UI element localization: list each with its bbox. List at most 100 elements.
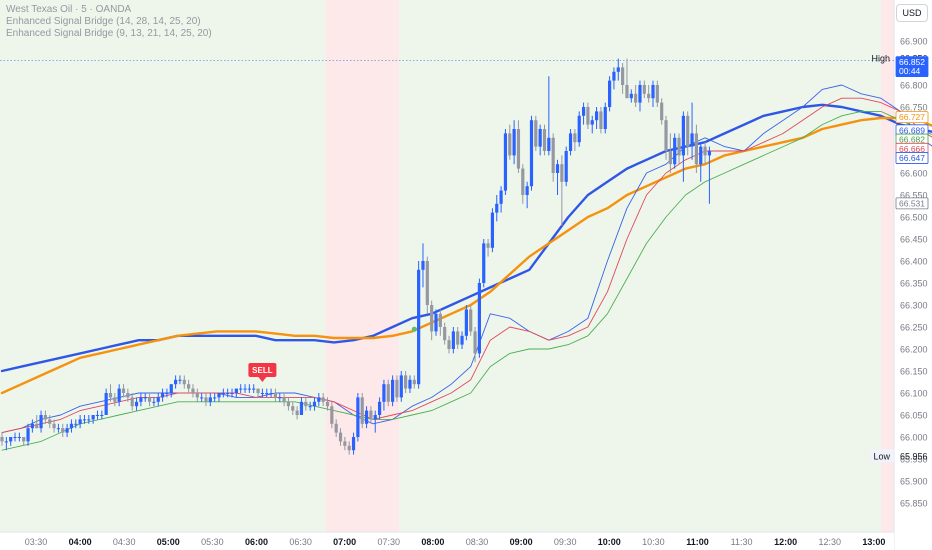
candle-body	[226, 393, 230, 394]
candle-body	[577, 115, 581, 143]
candle-body	[100, 415, 104, 416]
candle	[521, 164, 525, 204]
background-zone-1	[325, 0, 400, 532]
candle	[4, 437, 8, 451]
y-tick-label: 66.550	[900, 191, 928, 201]
candle	[252, 384, 256, 393]
candle	[638, 80, 642, 112]
candle	[239, 384, 243, 393]
candle	[647, 85, 651, 103]
candle-body	[291, 406, 295, 411]
candle-body	[686, 115, 690, 147]
candle-body	[534, 120, 538, 147]
y-tick-label: 66.450	[900, 235, 928, 245]
y-tick-label: 66.600	[900, 169, 928, 179]
x-tick-label: 06:00	[245, 537, 268, 547]
candle	[56, 423, 61, 433]
candle	[430, 300, 434, 341]
candle-body	[629, 93, 633, 99]
candle-body	[82, 419, 87, 421]
candle-body	[295, 410, 299, 415]
candle	[325, 397, 330, 411]
candle-body	[551, 137, 555, 173]
x-tick-label: 09:30	[554, 537, 577, 547]
candle	[651, 80, 655, 107]
sell-signal-label: SELL	[252, 366, 273, 375]
candle-body	[187, 384, 191, 389]
candle	[265, 388, 269, 398]
candle	[160, 388, 165, 402]
y-tick-label: 66.150	[900, 367, 928, 377]
signal-dot	[411, 326, 417, 332]
y-tick-label: 66.750	[900, 103, 928, 113]
candle-body	[286, 401, 291, 407]
indicator-legend-1[interactable]: Enhanced Signal Bridge (14, 28, 14, 25, …	[6, 16, 201, 27]
candle-body	[573, 133, 577, 143]
candle	[664, 115, 668, 160]
candle-body	[121, 388, 126, 393]
candle	[22, 437, 26, 446]
y-tick-label: 65.900	[900, 477, 928, 487]
x-tick-label: 05:30	[201, 537, 224, 547]
candle-body	[364, 410, 369, 424]
candle-body	[395, 379, 399, 398]
price-badge-value: 66.727	[899, 112, 925, 122]
candle	[139, 393, 143, 407]
candle	[668, 133, 672, 173]
price-badge-value: 66.647	[899, 153, 925, 163]
candle-body	[52, 423, 56, 429]
candle-body	[243, 388, 247, 390]
candle	[52, 419, 56, 433]
symbol-title[interactable]: West Texas Oil · 5 · OANDA	[6, 4, 132, 15]
candle-body	[412, 379, 416, 385]
candle-body	[508, 133, 512, 156]
currency-button[interactable]: USD	[896, 4, 928, 22]
candle	[594, 107, 599, 129]
candle	[404, 371, 408, 393]
candle	[421, 243, 425, 288]
candle	[560, 155, 564, 226]
candle-body	[130, 397, 134, 407]
candle	[134, 397, 139, 411]
candle-body	[191, 388, 195, 393]
candle	[39, 410, 43, 433]
y-tick-label: 66.100	[900, 389, 928, 399]
price-badge	[895, 111, 929, 124]
candle	[113, 393, 117, 407]
candle	[108, 384, 113, 402]
candle-body	[360, 397, 364, 424]
candle	[490, 208, 495, 253]
candle-body	[521, 168, 525, 195]
candle	[0, 432, 4, 446]
candle	[191, 384, 195, 398]
high-label: High	[871, 54, 890, 64]
candle-body	[694, 133, 698, 165]
x-tick-label: 12:30	[819, 537, 842, 547]
candle	[655, 80, 659, 107]
candle-body	[247, 388, 251, 390]
candle-body	[35, 423, 39, 429]
candle-body	[621, 67, 625, 85]
price-badge-value: 66.689	[899, 125, 925, 135]
candle	[317, 393, 321, 407]
candle	[351, 432, 356, 455]
background-zone-2	[399, 0, 881, 532]
candle-body	[334, 423, 338, 433]
candle-body	[69, 423, 74, 429]
candle	[152, 397, 156, 407]
candle	[117, 384, 121, 407]
candle-body	[555, 164, 560, 173]
candle-body	[330, 406, 334, 424]
indicator-legend-2[interactable]: Enhanced Signal Bridge (9, 13, 21, 14, 2…	[6, 28, 212, 39]
candle	[330, 401, 334, 429]
y-tick-label: 66.500	[900, 213, 928, 223]
candle-body	[460, 335, 464, 345]
x-tick-label: 07:00	[333, 537, 356, 547]
candle	[612, 67, 616, 90]
candle-body	[356, 397, 360, 437]
candle	[312, 397, 317, 411]
candle	[30, 419, 34, 433]
candle	[360, 393, 364, 429]
candle-body	[265, 393, 269, 394]
